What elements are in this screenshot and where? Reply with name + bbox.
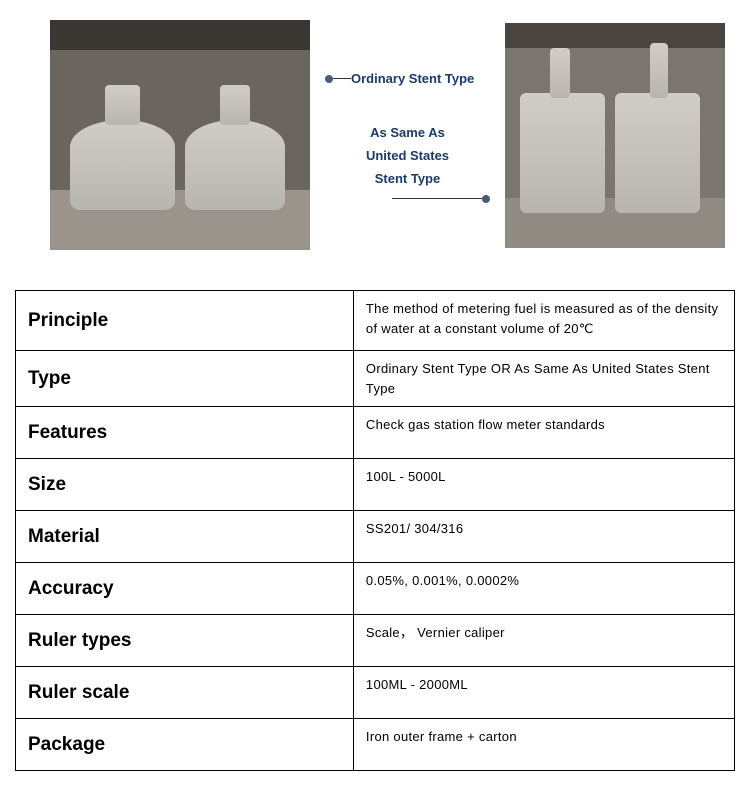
table-row: Features Check gas station flow meter st…: [16, 407, 735, 459]
row-label: Size: [16, 459, 354, 511]
spec-table-body: Principle The method of metering fuel is…: [16, 291, 735, 771]
row-value: Iron outer frame + carton: [353, 719, 734, 771]
ordinary-stent-image: [50, 20, 310, 250]
row-value: 0.05%, 0.001%, 0.0002%: [353, 563, 734, 615]
table-row: Ruler types Scale， Vernier caliper: [16, 615, 735, 667]
row-value: 100L - 5000L: [353, 459, 734, 511]
row-label: Type: [16, 351, 354, 407]
row-label: Ruler types: [16, 615, 354, 667]
row-value: Check gas station flow meter standards: [353, 407, 734, 459]
connector-dot-right: [482, 195, 490, 203]
ordinary-label: Ordinary Stent Type: [351, 67, 474, 90]
row-label: Accuracy: [16, 563, 354, 615]
table-row: Ruler scale 100ML - 2000ML: [16, 667, 735, 719]
table-row: Principle The method of metering fuel is…: [16, 291, 735, 351]
table-row: Material SS201/ 304/316: [16, 511, 735, 563]
row-value: Scale， Vernier caliper: [353, 615, 734, 667]
row-label: Material: [16, 511, 354, 563]
table-row: Size 100L - 5000L: [16, 459, 735, 511]
us-stent-image: [505, 23, 725, 248]
table-row: Package Iron outer frame + carton: [16, 719, 735, 771]
row-label: Ruler scale: [16, 667, 354, 719]
row-value: Ordinary Stent Type OR As Same As United…: [353, 351, 734, 407]
image-label-section: Ordinary Stent Type As Same As United St…: [15, 20, 735, 250]
spec-table: Principle The method of metering fuel is…: [15, 290, 735, 771]
type-labels: Ordinary Stent Type As Same As United St…: [320, 67, 495, 203]
us-label: As Same As United States Stent Type: [366, 121, 449, 191]
row-label: Package: [16, 719, 354, 771]
row-value: 100ML - 2000ML: [353, 667, 734, 719]
row-label: Principle: [16, 291, 354, 351]
row-value: SS201/ 304/316: [353, 511, 734, 563]
table-row: Type Ordinary Stent Type OR As Same As U…: [16, 351, 735, 407]
row-label: Features: [16, 407, 354, 459]
connector-dot-left: [325, 75, 333, 83]
table-row: Accuracy 0.05%, 0.001%, 0.0002%: [16, 563, 735, 615]
row-value: The method of metering fuel is measured …: [353, 291, 734, 351]
